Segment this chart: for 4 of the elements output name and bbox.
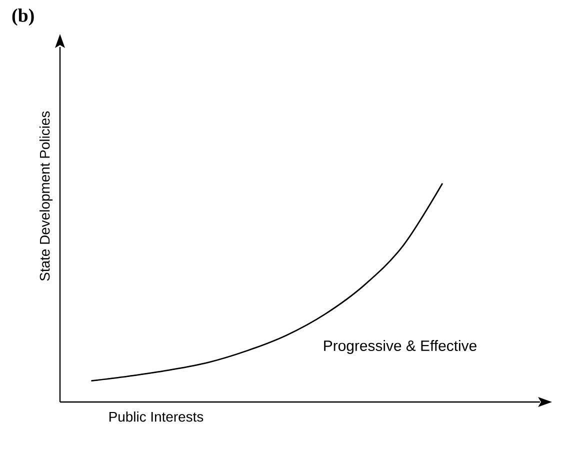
annotation: Progressive & Effective xyxy=(324,340,476,354)
x-axis-title: Public Interests xyxy=(109,411,204,422)
y-axis-title: State Development Policies xyxy=(39,111,52,281)
chart-title: (b) xyxy=(12,8,34,26)
